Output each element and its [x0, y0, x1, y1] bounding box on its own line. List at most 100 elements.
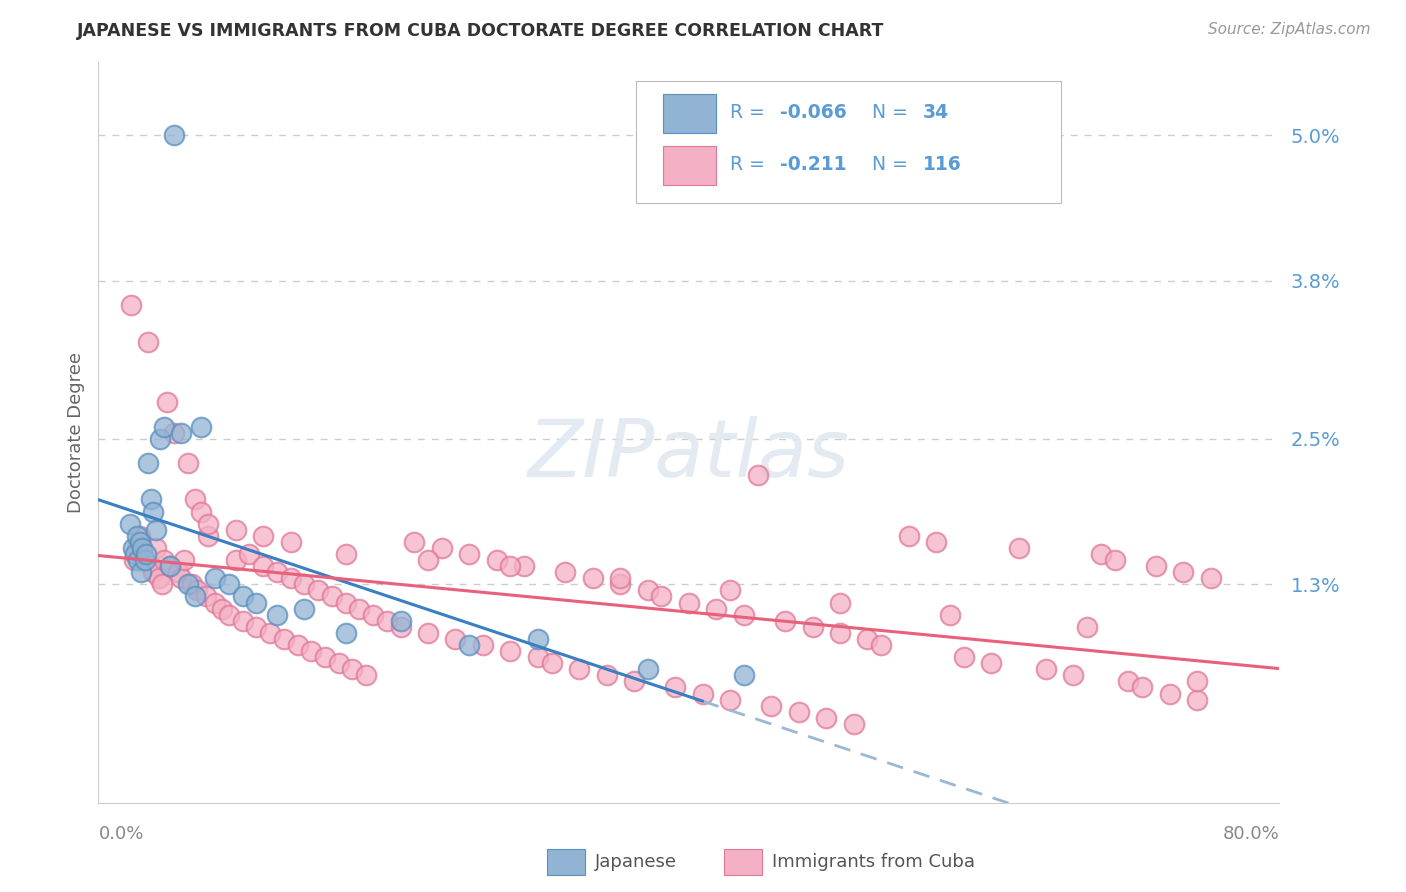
- Text: Immigrants from Cuba: Immigrants from Cuba: [772, 853, 974, 871]
- FancyBboxPatch shape: [664, 95, 716, 133]
- Point: [609, 571, 631, 585]
- Point: [218, 577, 240, 591]
- Point: [1199, 571, 1222, 585]
- Point: [204, 571, 226, 585]
- Point: [582, 571, 605, 585]
- Point: [153, 419, 176, 434]
- Point: [124, 547, 146, 561]
- Point: [1185, 692, 1208, 706]
- Point: [980, 657, 1002, 671]
- Text: N =: N =: [872, 155, 914, 174]
- Point: [527, 632, 550, 646]
- Point: [389, 614, 412, 628]
- Point: [527, 650, 550, 665]
- Point: [328, 657, 350, 671]
- Point: [404, 534, 426, 549]
- Point: [139, 492, 162, 507]
- Point: [1104, 553, 1126, 567]
- Point: [142, 565, 165, 579]
- Point: [145, 541, 167, 555]
- Text: 34: 34: [922, 103, 949, 122]
- Point: [678, 595, 700, 609]
- Point: [1185, 674, 1208, 689]
- Point: [568, 662, 591, 676]
- Point: [939, 607, 962, 622]
- Point: [294, 601, 316, 615]
- Point: [266, 565, 288, 579]
- Point: [554, 565, 576, 579]
- Point: [650, 590, 672, 604]
- Point: [197, 516, 219, 531]
- Text: 0.0%: 0.0%: [98, 824, 143, 843]
- Point: [733, 607, 755, 622]
- Point: [1118, 674, 1140, 689]
- Point: [232, 590, 254, 604]
- Point: [925, 534, 948, 549]
- Point: [134, 553, 156, 567]
- Point: [136, 456, 159, 470]
- Point: [335, 626, 357, 640]
- Point: [252, 559, 274, 574]
- Point: [280, 571, 302, 585]
- Point: [430, 541, 453, 555]
- Point: [125, 529, 148, 543]
- Point: [180, 577, 202, 591]
- Point: [458, 638, 481, 652]
- FancyBboxPatch shape: [636, 81, 1062, 203]
- Text: -0.211: -0.211: [780, 155, 846, 174]
- Point: [485, 553, 508, 567]
- Point: [375, 614, 398, 628]
- Point: [190, 504, 212, 518]
- Point: [773, 614, 796, 628]
- Point: [856, 632, 879, 646]
- Text: -0.066: -0.066: [780, 103, 846, 122]
- Point: [127, 553, 149, 567]
- Point: [136, 334, 159, 349]
- Point: [145, 523, 167, 537]
- Point: [637, 583, 659, 598]
- Point: [129, 565, 152, 579]
- FancyBboxPatch shape: [664, 146, 716, 185]
- Point: [118, 516, 141, 531]
- Point: [761, 698, 783, 713]
- Text: 116: 116: [922, 155, 962, 174]
- Point: [1062, 668, 1084, 682]
- Point: [170, 425, 193, 440]
- Point: [131, 547, 153, 561]
- Point: [238, 547, 260, 561]
- Point: [259, 626, 281, 640]
- Point: [134, 553, 156, 567]
- Point: [294, 577, 316, 591]
- Y-axis label: Doctorate Degree: Doctorate Degree: [66, 352, 84, 513]
- Point: [444, 632, 467, 646]
- Point: [787, 705, 810, 719]
- Point: [692, 687, 714, 701]
- Point: [609, 577, 631, 591]
- Point: [170, 571, 193, 585]
- Point: [815, 711, 838, 725]
- Point: [128, 534, 150, 549]
- Point: [1090, 547, 1112, 561]
- Point: [1035, 662, 1057, 676]
- Point: [499, 644, 522, 658]
- Point: [540, 657, 562, 671]
- Text: N =: N =: [872, 103, 914, 122]
- Point: [733, 668, 755, 682]
- Text: R =: R =: [730, 103, 770, 122]
- Point: [149, 432, 172, 446]
- Point: [718, 692, 741, 706]
- Point: [287, 638, 309, 652]
- Point: [183, 590, 205, 604]
- Point: [416, 626, 439, 640]
- Point: [513, 559, 536, 574]
- Point: [245, 595, 267, 609]
- Point: [623, 674, 645, 689]
- Point: [159, 559, 181, 574]
- Point: [718, 583, 741, 598]
- Point: [828, 626, 851, 640]
- Point: [307, 583, 329, 598]
- Point: [176, 577, 198, 591]
- Point: [142, 504, 165, 518]
- Point: [870, 638, 893, 652]
- Point: [266, 607, 288, 622]
